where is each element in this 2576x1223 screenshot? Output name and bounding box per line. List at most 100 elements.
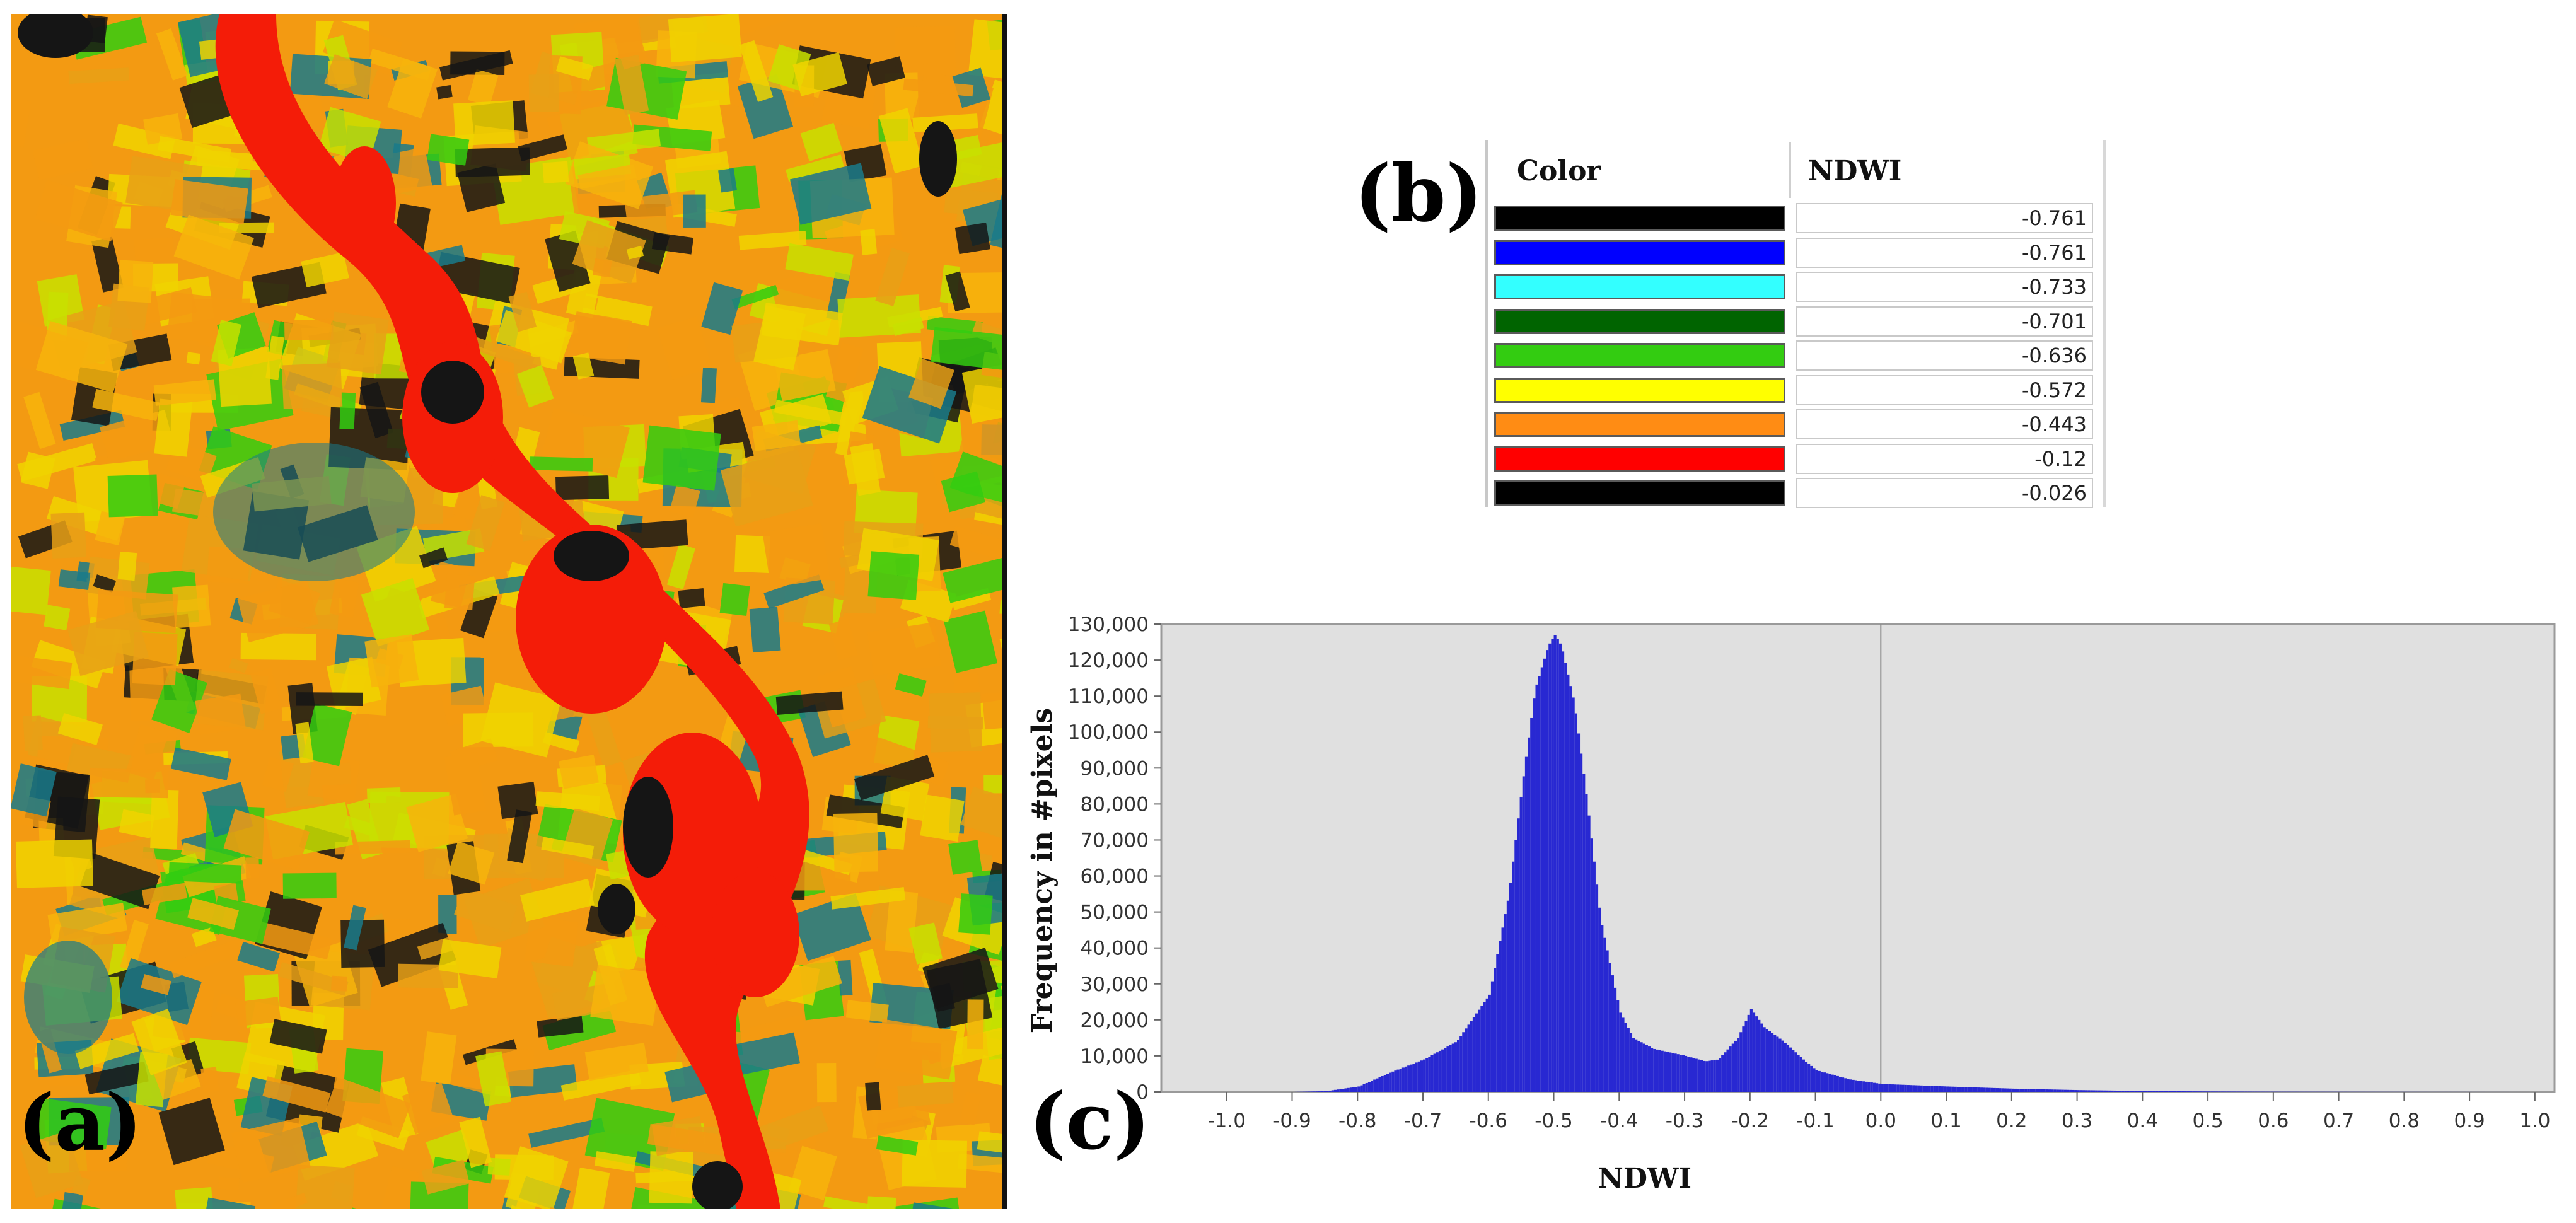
histogram-bar: [1635, 1039, 1638, 1092]
histogram-bar: [1347, 1087, 1350, 1092]
histogram-bar: [1983, 1087, 1986, 1092]
histogram-bar: [1637, 1040, 1640, 1092]
histogram-bar: [1337, 1089, 1340, 1092]
histogram-bar: [1394, 1070, 1397, 1092]
histogram-bar: [1480, 1006, 1483, 1092]
histogram-bar: [1862, 1081, 1865, 1092]
histogram-bar: [1744, 1020, 1748, 1092]
histogram-bar: [1849, 1079, 1852, 1092]
histogram-bar: [2027, 1089, 2030, 1092]
histogram-bar: [2168, 1091, 2171, 1092]
histogram-bar: [1601, 925, 1604, 1092]
histogram-bar: [1776, 1036, 1779, 1092]
histogram-bar: [1441, 1049, 1444, 1092]
histogram-bar: [1611, 975, 1614, 1092]
histogram-bar: [2106, 1090, 2109, 1092]
histogram-bar: [2004, 1088, 2007, 1092]
histogram-bar: [1357, 1086, 1361, 1092]
x-tick-label: 1.0: [2519, 1110, 2550, 1132]
histogram-bar: [1661, 1050, 1664, 1092]
histogram-bar: [1938, 1086, 1941, 1092]
x-tick-label: -0.2: [1731, 1110, 1770, 1132]
histogram-bar: [1870, 1082, 1873, 1092]
histogram-bar: [1556, 639, 1559, 1092]
histogram-bar: [1731, 1043, 1734, 1092]
ndwi-map-panel: [11, 14, 1007, 1209]
histogram-bar: [1765, 1029, 1768, 1092]
histogram-bar: [1367, 1082, 1371, 1092]
histogram-bar: [1807, 1064, 1811, 1092]
histogram-bar: [2145, 1091, 2148, 1092]
histogram-bar: [2134, 1091, 2138, 1092]
histogram-bar: [1695, 1058, 1698, 1092]
histogram-bar: [1708, 1060, 1711, 1092]
histogram-bar: [1881, 1084, 1884, 1092]
histogram-bar: [1467, 1024, 1470, 1092]
histogram-bar: [1763, 1027, 1766, 1092]
histogram-bar: [1941, 1086, 1944, 1092]
histogram-bar: [1331, 1090, 1334, 1092]
histogram-bar: [1645, 1045, 1648, 1092]
histogram-bar: [2137, 1091, 2140, 1092]
x-tick-label: 0.9: [2454, 1110, 2485, 1132]
histogram-bar: [1739, 1032, 1743, 1092]
histogram-bar: [1970, 1087, 1973, 1092]
x-tick-label: 0.8: [2389, 1110, 2420, 1132]
histogram-bar: [1888, 1084, 1891, 1092]
histogram-bar: [2231, 1091, 2234, 1092]
histogram-bar: [1799, 1057, 1802, 1092]
histogram-bar: [2166, 1091, 2169, 1092]
x-tick-label: -0.4: [1600, 1110, 1639, 1132]
y-tick-label: 60,000: [1081, 866, 1149, 888]
histogram-bar: [2033, 1089, 2036, 1092]
histogram-bar: [1687, 1057, 1690, 1092]
histogram-bar: [1478, 1009, 1481, 1092]
histogram-bar: [1355, 1087, 1358, 1092]
ndwi-threshold-value: -0.443: [1796, 409, 2093, 439]
histogram-bar: [1504, 914, 1507, 1092]
ndwi-threshold-value: -0.761: [1796, 237, 2093, 268]
x-tick-label: 0.6: [2258, 1110, 2289, 1132]
histogram-bar: [1362, 1084, 1366, 1092]
histogram-bar: [2140, 1091, 2143, 1092]
histogram-bar: [1517, 818, 1520, 1092]
histogram-bar: [2092, 1090, 2096, 1092]
histogram-bar: [1598, 907, 1601, 1092]
histogram-bar: [2197, 1091, 2200, 1092]
histogram-bar: [1396, 1069, 1400, 1092]
histogram-bar: [1449, 1045, 1452, 1092]
histogram-bar: [1956, 1086, 1959, 1092]
color-table-row: -0.12: [1494, 443, 2093, 475]
histogram-bar: [2226, 1091, 2229, 1092]
histogram-bar: [1915, 1085, 1918, 1092]
histogram-bar: [1381, 1076, 1384, 1092]
x-tick-label: 0.1: [1930, 1110, 1961, 1132]
color-table-row: -0.733: [1494, 270, 2093, 303]
histogram-bar: [1501, 927, 1504, 1092]
histogram-bar: [1697, 1059, 1700, 1092]
histogram-bar: [2024, 1089, 2028, 1092]
histogram-bar: [1773, 1035, 1777, 1092]
histogram-bar: [1961, 1087, 1965, 1092]
histogram-bar: [1726, 1049, 1729, 1092]
histogram-bar: [1823, 1072, 1826, 1092]
histogram-bar: [1606, 950, 1609, 1092]
histogram-bar: [1582, 774, 1586, 1092]
histogram-bar: [2090, 1090, 2093, 1092]
histogram-bar: [1417, 1061, 1420, 1092]
histogram-bar: [1679, 1055, 1682, 1092]
histogram-bar: [1815, 1070, 1818, 1092]
histogram-bar: [1828, 1074, 1831, 1092]
histogram-bar: [2001, 1088, 2004, 1092]
color-table-row: -0.701: [1494, 305, 2093, 338]
histogram-bar: [2045, 1089, 2048, 1092]
histogram-bar: [2155, 1091, 2159, 1092]
color-swatch: [1494, 412, 1785, 437]
histogram-bar: [2129, 1091, 2132, 1092]
histogram-bar: [1842, 1077, 1845, 1092]
histogram-bar: [2100, 1090, 2104, 1092]
ndwi-column-header: NDWI: [1808, 155, 1902, 187]
histogram-bar: [1685, 1055, 1688, 1092]
histogram-bar: [1423, 1059, 1426, 1092]
histogram-bar: [1967, 1087, 1970, 1092]
